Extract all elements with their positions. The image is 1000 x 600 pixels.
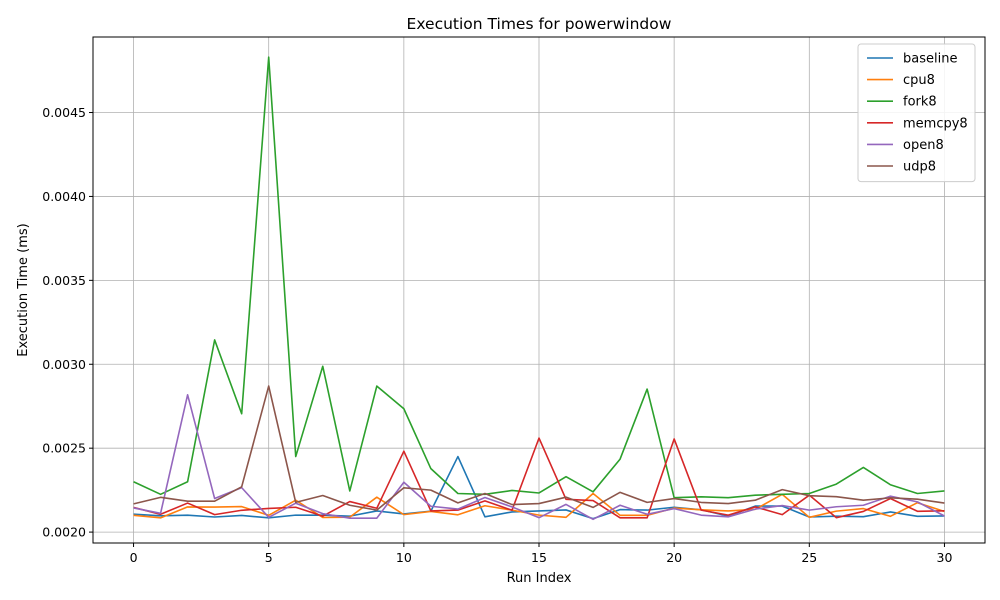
series-line-cpu8	[133, 492, 945, 519]
legend-label-open8: open8	[903, 138, 944, 153]
legend-label-baseline: baseline	[903, 52, 957, 67]
legend-box	[857, 43, 976, 183]
y-axis: 0.0020 0.0025 0.0030 0.0035 0.0040 0.0045	[42, 105, 93, 540]
legend-label-udp8: udp8	[903, 160, 936, 175]
chart-title: Execution Times for powerwindow	[407, 15, 672, 33]
series-line-fork8	[133, 56, 945, 499]
y-axis-label: Execution Time (ms)	[16, 223, 31, 356]
series-line-open8	[133, 394, 945, 521]
legend-label-fork8: fork8	[903, 95, 937, 110]
y-tick-label: 0.0025	[42, 441, 86, 456]
legend-label-cpu8: cpu8	[903, 73, 935, 88]
x-tick-label: 10	[396, 550, 412, 565]
legend: baseline cpu8 fork8 memcpy8 open8 udp8	[857, 43, 976, 183]
legend-label-memcpy8: memcpy8	[903, 116, 968, 131]
x-tick-label: 5	[265, 550, 273, 565]
y-tick-label: 0.0030	[42, 357, 86, 372]
grid	[93, 37, 985, 543]
y-tick-label: 0.0045	[42, 105, 86, 120]
y-tick-label: 0.0020	[42, 525, 86, 540]
x-tick-label: 20	[666, 550, 682, 565]
x-tick-label: 30	[937, 550, 953, 565]
x-tick-label: 25	[801, 550, 817, 565]
x-axis: 0 5 10 15 20 25 30	[130, 543, 953, 565]
x-tick-label: 0	[130, 550, 138, 565]
x-axis-label: Run Index	[507, 571, 572, 586]
y-tick-label: 0.0040	[42, 189, 86, 204]
series-layer	[133, 56, 945, 521]
y-tick-label: 0.0035	[42, 273, 86, 288]
series-line-udp8	[133, 385, 945, 511]
x-tick-label: 15	[531, 550, 547, 565]
